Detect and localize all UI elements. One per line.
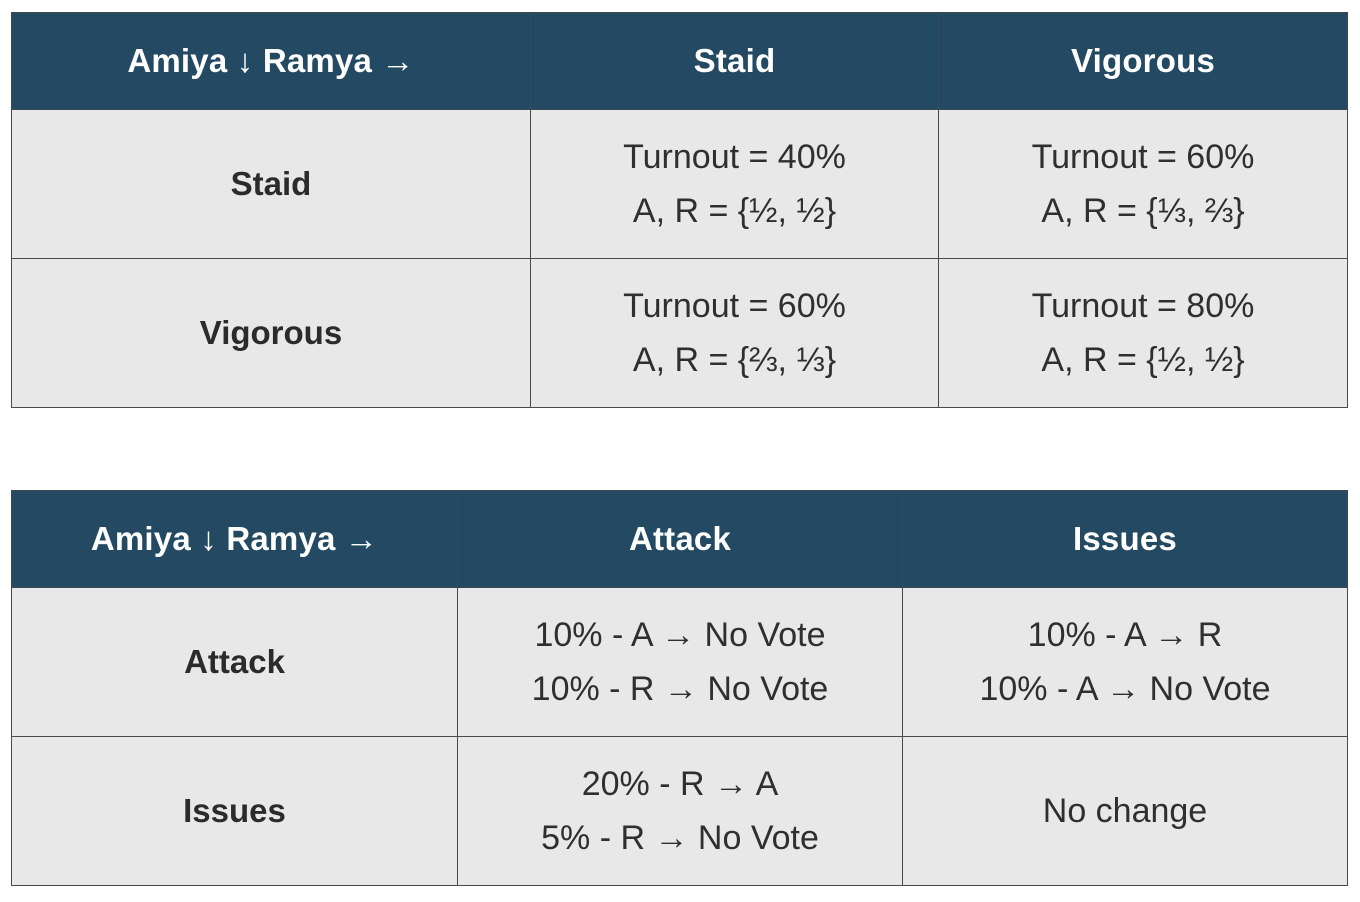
effect-text: 10% - A → No Vote bbox=[979, 670, 1271, 708]
table-cell: 10% - A → R 10% - A → No Vote bbox=[902, 587, 1348, 737]
table-cell: 20% - R → A 5% - R → No Vote bbox=[457, 736, 903, 886]
column-header-staid: Staid bbox=[530, 12, 939, 110]
header-row: Amiya ↓ Ramya → Staid Vigorous bbox=[11, 12, 1348, 110]
corner-header: Amiya ↓ Ramya → bbox=[11, 12, 531, 110]
table-row: Vigorous Turnout = 60% A, R = {⅔, ⅓} Tur… bbox=[11, 258, 1348, 408]
row-header-staid: Staid bbox=[11, 109, 531, 259]
share-text: A, R = {½, ½} bbox=[632, 192, 837, 230]
table-cell: Turnout = 40% A, R = {½, ½} bbox=[530, 109, 939, 259]
table-cell: Turnout = 80% A, R = {½, ½} bbox=[938, 258, 1348, 408]
effect-text: 20% - R → A bbox=[581, 765, 779, 803]
row-header-issues: Issues bbox=[11, 736, 458, 886]
row-header-attack: Attack bbox=[11, 587, 458, 737]
effect-text: 10% - R → No Vote bbox=[531, 670, 829, 708]
column-header-vigorous: Vigorous bbox=[938, 12, 1348, 110]
turnout-text: Turnout = 60% bbox=[1031, 138, 1255, 176]
turnout-text: Turnout = 80% bbox=[1031, 287, 1255, 325]
header-row: Amiya ↓ Ramya → Attack Issues bbox=[11, 490, 1348, 588]
table-row: Staid Turnout = 40% A, R = {½, ½} Turnou… bbox=[11, 109, 1348, 259]
row-header-vigorous: Vigorous bbox=[11, 258, 531, 408]
table-row: Issues 20% - R → A 5% - R → No Vote No c… bbox=[11, 736, 1348, 886]
table-cell: No change bbox=[902, 736, 1348, 886]
effect-text: No change bbox=[1042, 791, 1208, 830]
effect-text: 10% - A → R bbox=[1027, 616, 1223, 654]
share-text: A, R = {⅔, ⅓} bbox=[632, 341, 837, 379]
table-cell: 10% - A → No Vote 10% - R → No Vote bbox=[457, 587, 903, 737]
effect-text: 5% - R → No Vote bbox=[541, 819, 819, 857]
turnout-text: Turnout = 40% bbox=[623, 138, 846, 176]
column-header-issues: Issues bbox=[902, 490, 1348, 588]
column-header-attack: Attack bbox=[457, 490, 903, 588]
table-row: Attack 10% - A → No Vote 10% - R → No Vo… bbox=[11, 587, 1348, 737]
share-text: A, R = {½, ½} bbox=[1041, 341, 1245, 379]
effect-text: 10% - A → No Vote bbox=[534, 616, 826, 654]
table-cell: Turnout = 60% A, R = {⅔, ⅓} bbox=[530, 258, 939, 408]
corner-header: Amiya ↓ Ramya → bbox=[11, 490, 458, 588]
turnout-text: Turnout = 60% bbox=[623, 287, 846, 325]
strategy-effect-table: Amiya ↓ Ramya → Attack Issues Attack 10%… bbox=[11, 490, 1348, 886]
table-cell: Turnout = 60% A, R = {⅓, ⅔} bbox=[938, 109, 1348, 259]
share-text: A, R = {⅓, ⅔} bbox=[1041, 192, 1245, 230]
turnout-payoff-table: Amiya ↓ Ramya → Staid Vigorous Staid Tur… bbox=[11, 12, 1348, 408]
